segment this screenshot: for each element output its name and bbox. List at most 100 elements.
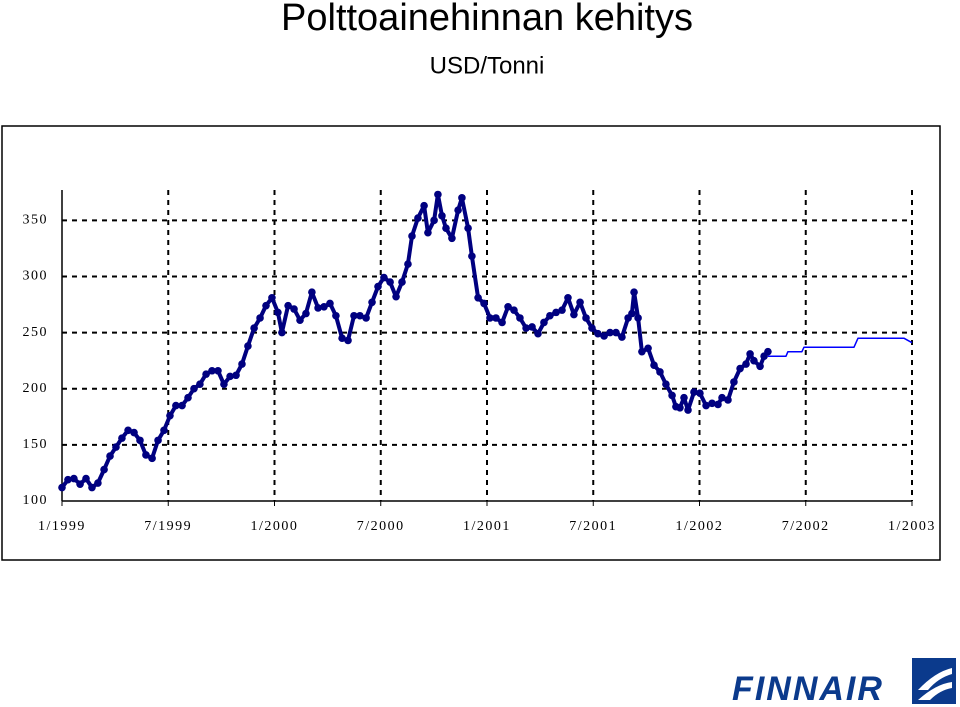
series-line	[767, 337, 913, 357]
data-point	[76, 480, 84, 488]
data-point	[296, 316, 304, 325]
data-point	[88, 483, 96, 492]
data-point	[522, 324, 530, 332]
data-point	[730, 378, 738, 386]
data-point	[480, 299, 488, 308]
data-point	[750, 356, 758, 365]
x-tick-label: 1/2002	[676, 519, 724, 534]
x-tick-label: 1/2003	[888, 519, 936, 534]
data-point	[374, 282, 382, 291]
data-point	[290, 305, 298, 313]
data-point	[154, 436, 162, 445]
data-point	[448, 234, 456, 243]
data-point	[284, 301, 292, 310]
data-point	[302, 309, 310, 318]
data-point	[564, 293, 572, 302]
data-point	[202, 370, 210, 378]
logo: FINNAIR	[732, 658, 956, 707]
data-point	[136, 436, 144, 445]
data-point	[528, 323, 536, 331]
x-tick-label: 1/2000	[251, 519, 299, 534]
data-point	[492, 314, 500, 322]
data-point	[558, 306, 566, 314]
data-point	[106, 452, 114, 460]
data-point	[362, 314, 370, 322]
data-point	[112, 443, 120, 451]
data-point	[148, 454, 156, 463]
data-point	[124, 426, 132, 435]
data-point	[386, 278, 394, 286]
x-tick-label: 7/2000	[357, 519, 405, 534]
data-point	[576, 298, 584, 307]
x-tick-label: 1/1999	[38, 519, 86, 534]
data-point	[350, 311, 358, 320]
data-point	[142, 451, 150, 459]
y-tick-label: 250	[23, 325, 49, 340]
data-point	[100, 465, 108, 474]
data-point	[606, 328, 614, 337]
data-point	[628, 309, 636, 318]
data-point	[274, 308, 282, 317]
data-point	[696, 389, 704, 398]
data-point	[64, 475, 72, 484]
data-point	[392, 292, 400, 301]
data-point	[634, 314, 642, 322]
data-point	[458, 194, 466, 202]
data-point	[268, 293, 276, 302]
data-point	[238, 360, 246, 368]
logo-mark	[918, 668, 952, 700]
data-point	[82, 474, 90, 483]
data-point	[668, 391, 676, 400]
data-point	[690, 388, 698, 396]
data-point	[442, 224, 450, 232]
plot-area: 100 150 200 250 300 350 1/1999 7/1999 1/2000 7/20…	[23, 190, 936, 534]
chart-frame	[1, 125, 941, 561]
data-point	[582, 314, 590, 322]
data-point	[94, 479, 102, 487]
y-tick-label: 150	[23, 437, 49, 452]
data-point	[644, 344, 652, 353]
data-point	[680, 393, 688, 402]
data-point	[404, 260, 412, 268]
x-tick-label: 7/2001	[569, 519, 617, 534]
data-point	[736, 364, 744, 373]
data-point	[630, 288, 638, 296]
data-point	[70, 474, 78, 483]
data-point	[702, 401, 710, 410]
data-point	[600, 332, 608, 340]
data-point	[232, 371, 240, 380]
data-point	[454, 206, 462, 215]
data-point	[118, 434, 126, 442]
data-point	[612, 328, 620, 337]
data-point	[414, 214, 422, 222]
data-point	[474, 293, 482, 302]
data-point	[338, 334, 346, 343]
data-point	[464, 224, 472, 232]
data-point	[278, 328, 286, 337]
data-point	[724, 396, 732, 404]
chart-subtitle: USD/Tonni	[430, 52, 545, 79]
data-point	[166, 411, 174, 420]
data-point	[618, 333, 626, 341]
data-point	[262, 301, 270, 310]
data-point	[184, 393, 192, 402]
x-tick-label: 7/1999	[144, 519, 192, 534]
data-point	[468, 252, 476, 261]
data-point	[256, 314, 264, 322]
data-point	[398, 278, 406, 286]
data-point	[190, 384, 198, 393]
data-point	[314, 304, 322, 312]
data-point	[540, 318, 548, 327]
data-point	[250, 324, 258, 332]
data-point	[708, 399, 716, 408]
data-point	[438, 212, 446, 220]
y-tick-label: 300	[23, 269, 49, 284]
data-point	[178, 401, 186, 410]
data-point	[516, 314, 524, 322]
data-point	[684, 406, 692, 414]
data-point	[662, 380, 670, 389]
data-point	[546, 311, 554, 320]
data-point	[244, 342, 252, 350]
